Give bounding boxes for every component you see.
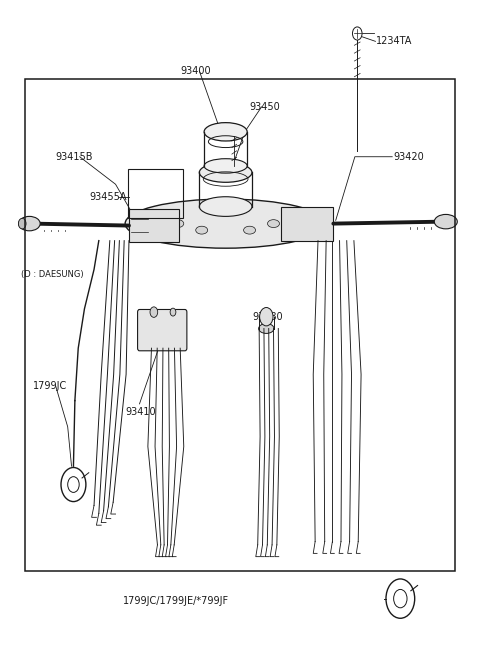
Ellipse shape (199, 163, 252, 182)
Circle shape (260, 307, 273, 326)
Ellipse shape (204, 159, 247, 173)
Circle shape (170, 308, 176, 316)
Ellipse shape (19, 216, 40, 231)
Bar (128, 170, 182, 218)
Bar (24, 79, 456, 571)
Ellipse shape (204, 123, 247, 141)
Ellipse shape (243, 226, 255, 234)
Text: 93480: 93480 (252, 311, 283, 322)
Circle shape (352, 27, 362, 40)
Ellipse shape (125, 199, 326, 248)
Circle shape (18, 218, 26, 229)
Circle shape (150, 307, 157, 317)
Text: 93415B: 93415B (56, 152, 93, 162)
Text: 93455A: 93455A (89, 193, 127, 202)
Ellipse shape (172, 219, 184, 227)
Ellipse shape (196, 226, 208, 234)
Text: 1234TA: 1234TA (376, 36, 413, 47)
Text: 93420: 93420 (393, 152, 424, 162)
Bar (281, 206, 333, 240)
Text: (D : DAESUNG): (D : DAESUNG) (21, 270, 84, 279)
Ellipse shape (434, 214, 457, 229)
FancyBboxPatch shape (138, 309, 187, 351)
Text: 93410: 93410 (125, 407, 156, 417)
Ellipse shape (259, 324, 274, 333)
Ellipse shape (267, 219, 279, 227)
Text: 93450: 93450 (250, 102, 280, 112)
Ellipse shape (199, 196, 252, 216)
Text: 1799JC: 1799JC (33, 381, 68, 391)
Text: 93400: 93400 (180, 66, 211, 76)
Bar (129, 209, 179, 242)
Text: 1799JC/1799JE/*799JF: 1799JC/1799JE/*799JF (123, 596, 229, 606)
